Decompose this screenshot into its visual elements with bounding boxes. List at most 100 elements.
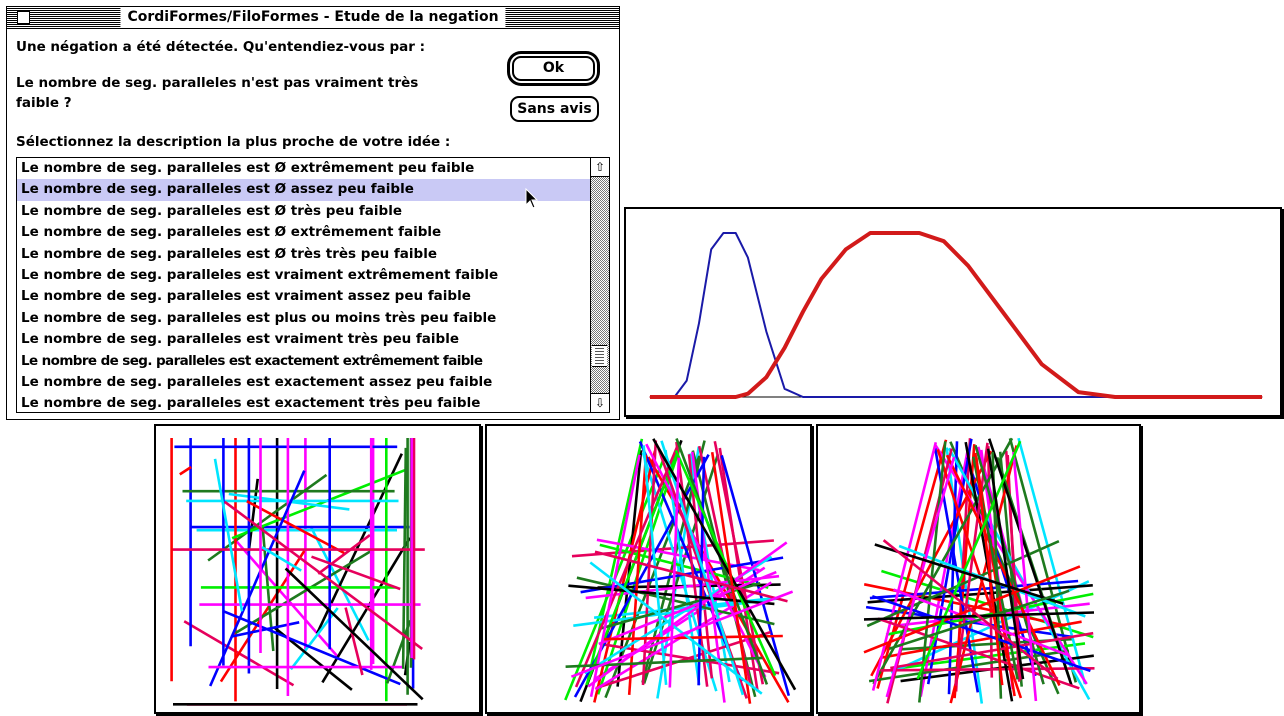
figure-segment: [871, 594, 1091, 673]
curve-point: [1041, 396, 1043, 398]
negation-dialog: CordiFormes/FiloFormes - Etude de la neg…: [6, 6, 620, 420]
figure-segment: [867, 584, 1093, 604]
figure-panel-3: [816, 424, 1141, 714]
figure-segment: [675, 441, 709, 687]
list-item[interactable]: Le nombre de seg. paralleles est vraimen…: [21, 288, 471, 305]
list-item[interactable]: Le nombre de seg. paralleles est plus ou…: [21, 309, 497, 326]
line-figure-1: [170, 438, 425, 706]
curve-point: [869, 396, 871, 398]
curve-point: [820, 278, 822, 280]
figure-segment: [668, 457, 681, 688]
figure-segment: [585, 574, 780, 600]
no-opinion-button[interactable]: Sans avis: [510, 96, 599, 122]
list-item[interactable]: Le nombre de seg. paralleles est vraimen…: [21, 266, 499, 283]
instruction-text: Sélectionnez la description la plus proc…: [16, 134, 451, 150]
curve-point: [820, 396, 822, 398]
list-item[interactable]: Le nombre de seg. paralleles est Ø extrê…: [21, 160, 475, 176]
up-arrow-icon[interactable]: ⇧: [591, 158, 609, 177]
figure-panel-2: [485, 424, 812, 714]
figure-segment: [604, 634, 783, 641]
vertical-scrollbar[interactable]: ⇧ ⇩: [590, 158, 609, 412]
curve-point: [1139, 396, 1141, 398]
curve-point: [918, 232, 920, 234]
figure-segment: [926, 438, 973, 685]
curve-point: [698, 322, 700, 324]
scroll-thumb[interactable]: [592, 345, 607, 367]
figure-segment: [885, 592, 1094, 636]
list-item[interactable]: Le nombre de seg. paralleles est exactem…: [21, 352, 483, 369]
curve-point: [1004, 314, 1006, 316]
curve-point: [673, 396, 676, 398]
title-bar[interactable]: CordiFormes/FiloFormes - Etude de la neg…: [7, 7, 619, 29]
question-line-2: faible ?: [16, 95, 72, 111]
curve-point: [722, 232, 725, 234]
figure-segment: [261, 545, 302, 572]
down-arrow-icon[interactable]: ⇩: [591, 393, 609, 412]
curve-point: [918, 396, 920, 398]
figure-segment: [893, 588, 1070, 657]
curve-point: [710, 248, 712, 250]
curve-point: [894, 232, 896, 234]
curve-point: [735, 396, 737, 398]
curve-point: [784, 347, 786, 349]
figure-segment: [947, 447, 1091, 701]
figure-segment: [587, 541, 788, 688]
figure-segment: [223, 500, 423, 650]
figure-segment: [641, 452, 718, 692]
figure-segment: [589, 454, 641, 698]
curve-point: [869, 232, 871, 234]
figure-segment: [945, 454, 1061, 686]
figure-segment: [879, 620, 1082, 660]
curve-point: [1077, 391, 1079, 393]
question-line-1: Le nombre de seg. paralleles n'est pas v…: [16, 75, 419, 91]
list-item[interactable]: Le nombre de seg. paralleles est Ø assez…: [17, 179, 593, 201]
curve-point: [735, 232, 737, 234]
curve-point: [845, 248, 847, 250]
figure-segment: [213, 458, 244, 612]
description-listbox[interactable]: Le nombre de seg. paralleles est Ø extrê…: [16, 157, 610, 413]
membership-chart-panel: [624, 207, 1282, 417]
curve-point: [1212, 396, 1214, 398]
figure-segment: [568, 584, 775, 606]
figure-segment: [882, 539, 1059, 680]
figure-segment: [642, 445, 668, 686]
list-item[interactable]: Le nombre de seg. paralleles est vraimen…: [21, 331, 459, 348]
curve-point: [747, 393, 749, 395]
figure-segment: [888, 589, 1070, 651]
figure-segment: [234, 549, 373, 635]
curve-point: [765, 376, 767, 378]
curve-point: [802, 396, 804, 398]
figure-segment: [986, 448, 1025, 680]
figure-segment: [284, 567, 424, 701]
figure-segment: [874, 543, 1064, 606]
list-item[interactable]: Le nombre de seg. paralleles est Ø très …: [21, 202, 402, 219]
curve-point: [845, 396, 847, 398]
curve-point: [686, 396, 688, 398]
figure-segment: [246, 500, 345, 555]
figure-segment: [311, 555, 401, 591]
list-item[interactable]: Le nombre de seg. paralleles est Ø très …: [21, 245, 437, 262]
ok-button[interactable]: Ok: [512, 56, 595, 81]
list-item[interactable]: Le nombre de seg. paralleles est Ø extrê…: [21, 224, 442, 241]
line-figure-2: [564, 438, 797, 704]
wide-membership-curve: [650, 231, 1262, 399]
figure-segment: [1008, 438, 1078, 683]
window-title: CordiFormes/FiloFormes - Etude de la neg…: [120, 8, 506, 27]
figure-segment: [570, 590, 794, 678]
figure-panel-1: [154, 424, 481, 714]
figure-segment: [232, 537, 339, 658]
figure-segment: [664, 449, 701, 686]
list-item[interactable]: Le nombre de seg. paralleles est exactem…: [21, 395, 481, 412]
figure-segment: [880, 667, 1095, 672]
curve-point: [710, 396, 712, 398]
list-item[interactable]: Le nombre de seg. paralleles est exactem…: [21, 373, 493, 390]
curve-point: [943, 240, 945, 242]
figure-segment: [1017, 437, 1087, 685]
figure-segment: [869, 579, 1079, 600]
curve-point: [722, 396, 725, 398]
figure-segment: [585, 438, 644, 686]
curve-point: [943, 396, 945, 398]
figure-segment: [660, 440, 745, 696]
close-box[interactable]: [17, 11, 30, 24]
figure-segment: [710, 452, 752, 704]
